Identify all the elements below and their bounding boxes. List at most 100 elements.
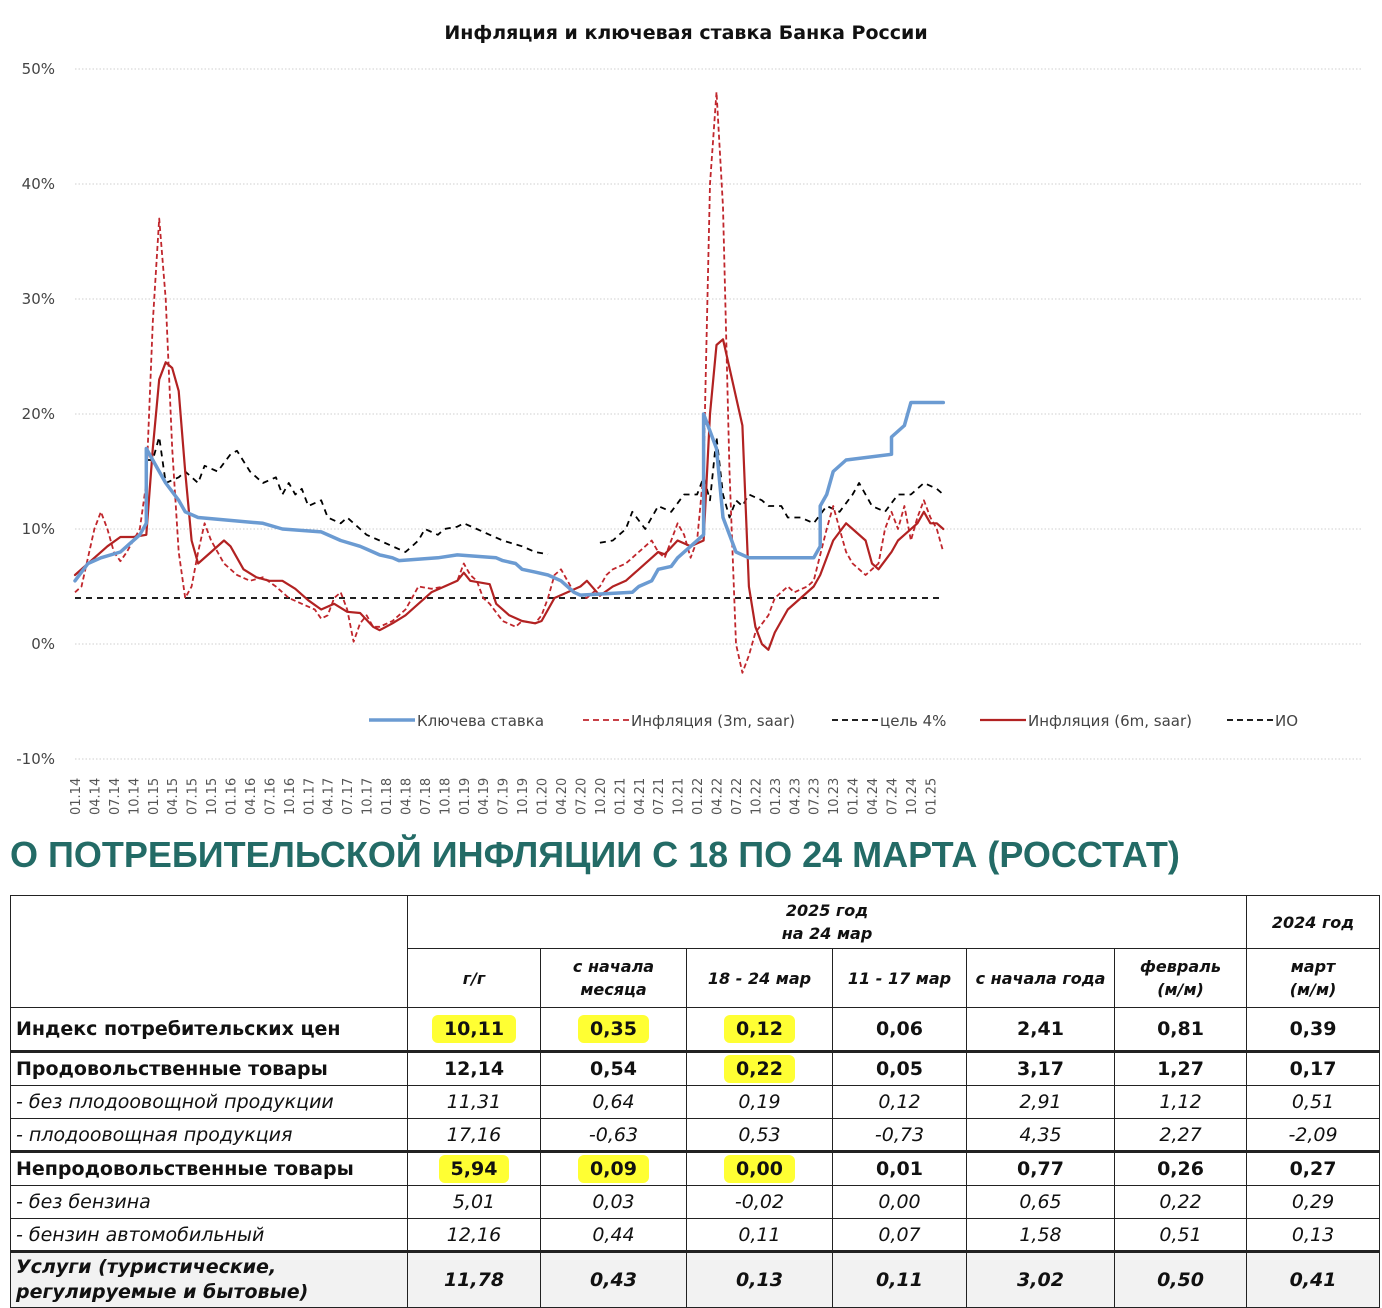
x-tick-label: 04.19 bbox=[477, 778, 492, 815]
report-title: О ПОТРЕБИТЕЛЬСКОЙ ИНФЛЯЦИИ С 18 ПО 24 МА… bbox=[10, 834, 1180, 875]
x-tick-label: 07.22 bbox=[730, 778, 745, 815]
y-axis-ticks: -10% 0% 10% 20% 30% 40% 50% bbox=[16, 60, 55, 768]
value-cell: 17,16 bbox=[407, 1118, 541, 1152]
x-tick-label: 04.20 bbox=[555, 778, 570, 815]
value-cell: 12,16 bbox=[407, 1218, 541, 1252]
table-header-row-1: 2025 год на 24 мар 2024 год bbox=[10, 895, 1381, 1008]
x-tick-label: 07.18 bbox=[419, 778, 434, 815]
highlighted-value: 0,09 bbox=[578, 1155, 649, 1183]
row-label: Непродовольственные товары bbox=[10, 1150, 408, 1186]
x-tick-label: 01.18 bbox=[380, 778, 395, 815]
x-tick-label: 01.19 bbox=[458, 778, 473, 815]
value-cell: 10,11 bbox=[407, 1007, 541, 1052]
col-header-mtd: с начала месяца bbox=[540, 948, 687, 1008]
x-tick-label: 04.24 bbox=[866, 778, 881, 815]
value-cell: 0,26 bbox=[1113, 1150, 1248, 1186]
table-row-nonfood: Непродовольственные товары 5,94 0,09 0,0… bbox=[10, 1150, 1381, 1186]
x-tick-label: 01.21 bbox=[613, 778, 628, 815]
value-cell: 0,09 bbox=[540, 1150, 687, 1186]
y-tick-label: 40% bbox=[22, 175, 55, 193]
x-tick-label: 04.17 bbox=[322, 778, 337, 815]
value-cell: 0,11 bbox=[686, 1218, 833, 1252]
value-cell: 0,07 bbox=[832, 1218, 967, 1252]
x-tick-label: 07.14 bbox=[108, 778, 123, 815]
x-tick-label: 04.16 bbox=[244, 778, 259, 815]
table-row-nonfood-ex-gasoline: - без бензина 5,01 0,03 -0,02 0,00 0,65 … bbox=[10, 1185, 1381, 1219]
value-cell: 0,12 bbox=[832, 1085, 967, 1119]
col-header-yy: г/г bbox=[407, 948, 541, 1008]
x-tick-label: 07.15 bbox=[186, 778, 201, 815]
x-tick-label: 01.20 bbox=[536, 778, 551, 815]
y-tick-label: 50% bbox=[22, 60, 55, 78]
legend-label: ИО bbox=[1275, 712, 1298, 730]
col-header-feb-line1: февраль bbox=[1140, 957, 1221, 976]
x-tick-label: 01.24 bbox=[847, 778, 862, 815]
x-tick-label: 04.14 bbox=[88, 778, 103, 815]
legend-label: Инфляция (3m, saar) bbox=[631, 712, 795, 730]
value-cell: 0,03 bbox=[540, 1185, 687, 1219]
col-header-feb: февраль (м/м) bbox=[1113, 948, 1248, 1008]
y-tick-label: 20% bbox=[22, 405, 55, 423]
y-tick-label: -10% bbox=[16, 750, 55, 768]
x-tick-label: 10.21 bbox=[672, 778, 687, 815]
x-tick-label: 07.24 bbox=[885, 778, 900, 815]
value-cell: -0,73 bbox=[832, 1118, 967, 1152]
value-cell: 0,01 bbox=[832, 1150, 967, 1186]
chart-legend: Ключева ставка Инфляция (3m, saar) цель 4%… bbox=[369, 712, 1298, 730]
value-cell: 11,31 bbox=[407, 1085, 541, 1119]
series-line bbox=[73, 338, 945, 651]
x-tick-label: 10.22 bbox=[749, 778, 764, 815]
highlighted-value: 0,35 bbox=[578, 1015, 649, 1043]
value-cell: 0,51 bbox=[1246, 1085, 1381, 1119]
table-header-row-2: г/г с начала месяца 18 - 24 мар 11 - 17 … bbox=[11, 948, 1381, 1008]
col-header-mar: март (м/м) bbox=[1246, 948, 1381, 1008]
value-cell: 12,14 bbox=[407, 1050, 541, 1086]
col-header-week: 18 - 24 мар bbox=[686, 948, 833, 1008]
col-header-mtd-line2: месяца bbox=[580, 980, 647, 999]
x-tick-label: 07.23 bbox=[808, 778, 823, 815]
legend-label: Ключева ставка bbox=[417, 712, 544, 730]
x-tick-label: 07.19 bbox=[497, 778, 512, 815]
value-cell: 0,53 bbox=[686, 1118, 833, 1152]
x-tick-label: 01.22 bbox=[691, 778, 706, 815]
x-tick-label: 07.21 bbox=[652, 778, 667, 815]
value-cell: 0,65 bbox=[966, 1185, 1115, 1219]
row-label: - без бензина bbox=[10, 1185, 408, 1219]
table-row-food-ex-fruitveg: - без плодоовощной продукции 11,31 0,64 … bbox=[10, 1085, 1381, 1119]
table-row-services: Услуги (туристические, регулируемые и бы… bbox=[10, 1250, 1381, 1308]
value-cell: 0,11 bbox=[832, 1250, 967, 1308]
value-cell: 0,22 bbox=[1113, 1185, 1248, 1219]
value-cell: 0,17 bbox=[1246, 1050, 1381, 1086]
x-tick-label: 10.23 bbox=[827, 778, 842, 815]
x-tick-label: 01.16 bbox=[225, 778, 240, 815]
value-cell: 0,41 bbox=[1246, 1250, 1381, 1308]
x-tick-label: 01.25 bbox=[924, 778, 939, 815]
value-cell: 0,51 bbox=[1113, 1218, 1248, 1252]
series-line bbox=[74, 91, 945, 674]
value-cell: 0,44 bbox=[540, 1218, 687, 1252]
x-tick-label: 10.18 bbox=[438, 778, 453, 815]
chart-title: Инфляция и ключевая ставка Банка России bbox=[444, 22, 927, 44]
table-row-gasoline: - бензин автомобильный 12,16 0,44 0,11 0… bbox=[10, 1218, 1381, 1252]
x-tick-label: 10.16 bbox=[283, 778, 298, 815]
x-tick-label: 04.21 bbox=[633, 778, 648, 815]
value-cell: 0,13 bbox=[686, 1250, 833, 1308]
x-tick-label: 01.17 bbox=[302, 778, 317, 815]
col-header-mar-line2: (м/м) bbox=[1289, 980, 1337, 999]
value-cell: 0,19 bbox=[686, 1085, 833, 1119]
grid-lines bbox=[75, 68, 1362, 760]
value-cell: 0,50 bbox=[1113, 1250, 1248, 1308]
value-cell: 2,91 bbox=[966, 1085, 1115, 1119]
value-cell: 5,01 bbox=[407, 1185, 541, 1219]
col-header-mar-line1: март bbox=[1290, 957, 1336, 976]
value-cell: 0,81 bbox=[1113, 1007, 1248, 1052]
series-line bbox=[599, 436, 944, 544]
x-tick-label: 10.14 bbox=[127, 778, 142, 815]
header-2025-line1: 2025 год bbox=[785, 901, 869, 920]
inflation-table: 2025 год на 24 мар 2024 год г/г с начала… bbox=[10, 895, 1381, 1308]
value-cell: 2,41 bbox=[966, 1007, 1115, 1052]
x-tick-label: 07.16 bbox=[263, 778, 278, 815]
x-tick-label: 04.18 bbox=[399, 778, 414, 815]
x-tick-label: 10.24 bbox=[905, 778, 920, 815]
highlighted-value: 0,00 bbox=[724, 1155, 795, 1183]
